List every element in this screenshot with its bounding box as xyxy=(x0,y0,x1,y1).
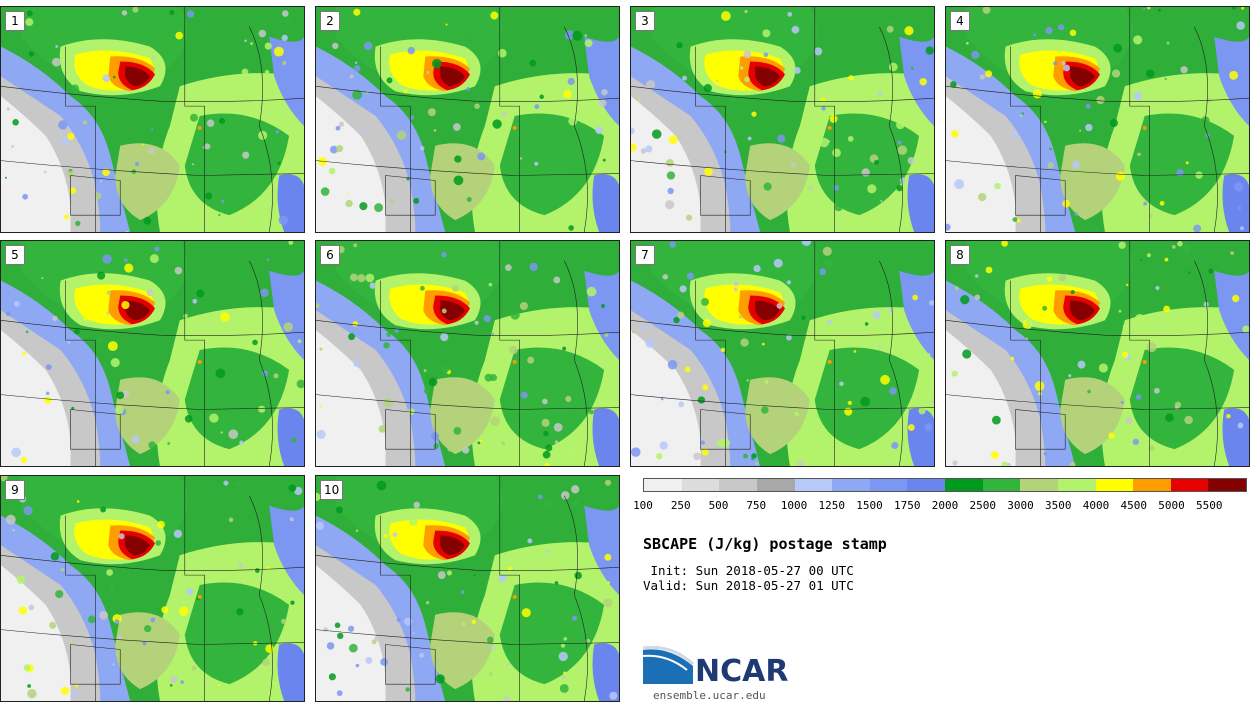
panel-number: 9 xyxy=(5,480,25,500)
ncar-swoosh-icon xyxy=(643,646,695,684)
stamp-panel: 8 xyxy=(945,240,1250,467)
stamp-panel: 3 xyxy=(630,6,935,233)
colorbar-bin xyxy=(1095,479,1134,491)
colorbar-tick-label: 250 xyxy=(670,499,691,512)
sbcape-map xyxy=(1,7,304,232)
panel-number: 10 xyxy=(320,480,344,500)
colorbar-tick-label: 1000 xyxy=(780,499,808,512)
colorbar-bin xyxy=(644,479,682,491)
sbcape-map xyxy=(946,241,1249,466)
colorbar-bins xyxy=(643,478,1247,492)
ncar-wordmark: NCAR xyxy=(695,654,789,689)
sbcape-map xyxy=(316,476,619,701)
panel-number: 1 xyxy=(5,11,25,31)
plot-title: SBCAPE (J/kg) postage stamp xyxy=(643,535,887,553)
colorbar-bin xyxy=(1133,479,1171,491)
logo-url: ensemble.ucar.edu xyxy=(653,689,766,702)
colorbar-tick-label: 4000 xyxy=(1082,499,1110,512)
stamp-panel: 9 xyxy=(0,475,305,702)
valid-time: Valid: Sun 2018-05-27 01 UTC xyxy=(643,578,854,593)
colorbar-tick-label: 3500 xyxy=(1045,499,1072,512)
colorbar-tick-label: 750 xyxy=(746,499,767,512)
colorbar-bin xyxy=(982,479,1021,491)
colorbar-tick-label: 2000 xyxy=(931,499,959,512)
panel-number: 7 xyxy=(635,245,655,265)
panel-number: 4 xyxy=(950,11,970,31)
colorbar-bin xyxy=(1208,479,1246,491)
stamp-panel: 4 xyxy=(945,6,1250,233)
colorbar-tick-label: 3000 xyxy=(1007,499,1034,512)
colorbar-tick-label: 1500 xyxy=(856,499,883,512)
stamp-panel: 5 xyxy=(0,240,305,467)
panel-number: 8 xyxy=(950,245,970,265)
sbcape-map xyxy=(946,7,1249,232)
colorbar-tick-label: 1250 xyxy=(818,499,846,512)
colorbar-tick-label: 1750 xyxy=(894,499,921,512)
ncar-logo: NCAR ensemble.ucar.edu xyxy=(643,646,803,702)
colorbar-bin xyxy=(794,479,833,491)
colorbar-tick-label: 2500 xyxy=(969,499,997,512)
stamp-panel: 10 xyxy=(315,475,620,702)
sbcape-map xyxy=(1,476,304,701)
sbcape-map xyxy=(631,241,934,466)
panel-number: 5 xyxy=(5,245,25,265)
stamp-panel: 2 xyxy=(315,6,620,233)
colorbar-bin xyxy=(907,479,945,491)
sbcape-map xyxy=(316,241,619,466)
colorbar-bin xyxy=(719,479,757,491)
colorbar-bin xyxy=(1170,479,1209,491)
sbcape-map xyxy=(631,7,934,232)
init-time: Init: Sun 2018-05-27 00 UTC xyxy=(643,563,854,578)
sbcape-map xyxy=(316,7,619,232)
colorbar-bin xyxy=(945,479,983,491)
colorbar-bin xyxy=(869,479,908,491)
panel-number: 2 xyxy=(320,11,340,31)
colorbar-tick-label: 5000 xyxy=(1158,499,1185,512)
sbcape-map xyxy=(1,241,304,466)
colorbar: 100 250 500 750 1000 1250 1500 1750 2000 2500 3000… xyxy=(633,478,1248,518)
colorbar-bin xyxy=(681,479,720,491)
panel-number: 3 xyxy=(635,11,655,31)
colorbar-bin xyxy=(1057,479,1096,491)
panel-number: 6 xyxy=(320,245,340,265)
colorbar-bin xyxy=(1020,479,1058,491)
stamp-panel: 6 xyxy=(315,240,620,467)
colorbar-tick-label: 100 xyxy=(633,499,653,512)
colorbar-tick-label: 4500 xyxy=(1120,499,1148,512)
colorbar-tick-label: 500 xyxy=(708,499,729,512)
colorbar-bin xyxy=(756,479,795,491)
stamp-panel: 1 xyxy=(0,6,305,233)
stamp-panel: 7 xyxy=(630,240,935,467)
colorbar-tick-label: 5500 xyxy=(1196,499,1223,512)
colorbar-bin xyxy=(832,479,870,491)
